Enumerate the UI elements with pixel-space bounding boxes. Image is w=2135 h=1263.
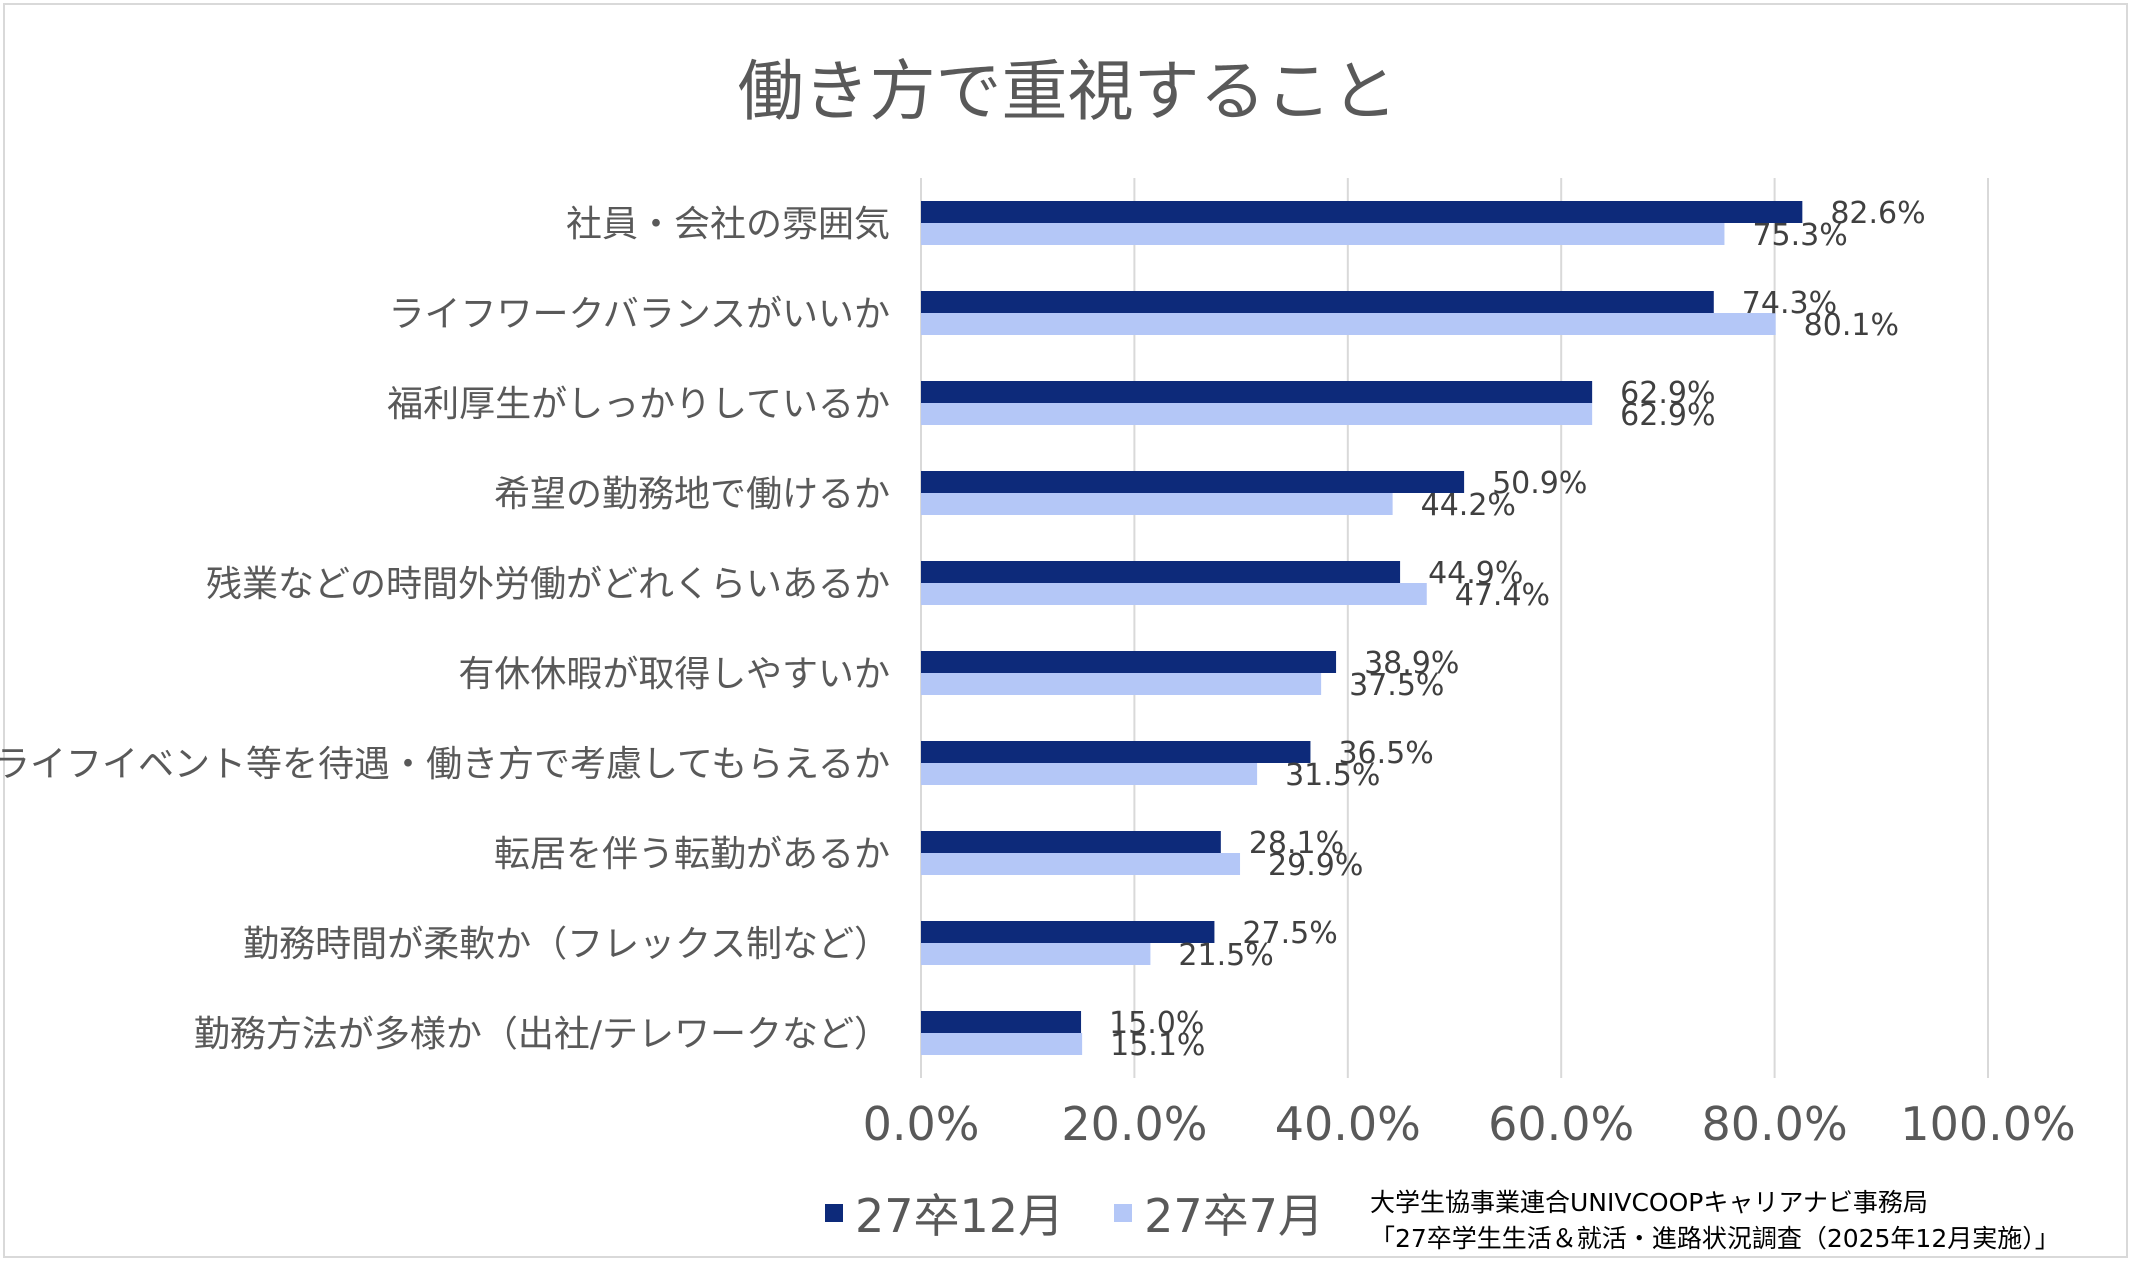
bar-series-1-cat-2 xyxy=(921,291,1714,313)
bar-series-1-cat-9 xyxy=(921,921,1215,943)
data-label-series-1-cat-6: 38.9% xyxy=(1364,646,1459,681)
bar-series-1-cat-7 xyxy=(921,741,1311,763)
legend-item-series-1: 27卒12月 xyxy=(825,1180,1064,1246)
legend-item-series-2: 27卒7月 xyxy=(1114,1180,1324,1246)
x-tick-label-100: 100.0% xyxy=(1900,1097,2075,1151)
data-label-series-1-cat-7: 36.5% xyxy=(1338,736,1433,771)
x-tick-label-0: 0.0% xyxy=(863,1097,980,1151)
bar-series-1-cat-4 xyxy=(921,471,1465,493)
bar-series-1-cat-10 xyxy=(921,1011,1082,1033)
data-label-series-1-cat-10: 15.0% xyxy=(1109,1006,1204,1041)
data-label-series-1-cat-2: 74.3% xyxy=(1742,286,1837,321)
legend-label-series-1: 27卒12月 xyxy=(855,1189,1065,1243)
x-tick-label-40: 40.0% xyxy=(1275,1097,1421,1151)
category-label-8: 転居を伴う転勤があるか xyxy=(494,834,890,875)
legend-swatch-series-2 xyxy=(1114,1204,1133,1222)
data-label-series-1-cat-8: 28.1% xyxy=(1249,826,1344,861)
category-label-1: 社員・会社の雰囲気 xyxy=(566,204,890,245)
data-label-series-1-cat-3: 62.9% xyxy=(1620,376,1715,411)
chart-title: 働き方で重視すること xyxy=(737,53,1398,130)
x-tick-label-20: 20.0% xyxy=(1061,1097,1207,1151)
source-line-1: 大学生協事業連合UNIVCOOPキャリアナビ事務局 xyxy=(1370,1188,1928,1217)
bar-series-2-cat-9 xyxy=(921,943,1151,965)
source-note: 大学生協事業連合UNIVCOOPキャリアナビ事務局 「27卒学生生活＆就活・進路… xyxy=(1370,1185,2060,1257)
data-label-series-2-cat-9: 21.5% xyxy=(1178,938,1273,973)
bar-series-2-cat-7 xyxy=(921,763,1258,785)
source-line-2: 「27卒学生生活＆就活・進路状況調査（2025年12月実施）」 xyxy=(1370,1224,2060,1253)
data-label-series-2-cat-1: 75.3% xyxy=(1752,218,1847,253)
category-label-5: 残業などの時間外労働がどれくらいあるか xyxy=(206,564,890,605)
bar-series-1-cat-5 xyxy=(921,561,1401,583)
data-label-series-2-cat-4: 44.2% xyxy=(1421,488,1516,523)
data-label-series-1-cat-5: 44.9% xyxy=(1428,556,1523,591)
data-label-series-2-cat-3: 62.9% xyxy=(1620,398,1715,433)
legend-label-series-2: 27卒7月 xyxy=(1144,1189,1324,1243)
bar-series-2-cat-3 xyxy=(921,403,1593,425)
data-label-series-2-cat-6: 37.5% xyxy=(1349,668,1444,703)
bar-series-2-cat-5 xyxy=(921,583,1427,605)
category-label-3: 福利厚生がしっかりしているか xyxy=(387,384,890,425)
data-label-series-2-cat-7: 31.5% xyxy=(1285,758,1380,793)
bar-series-2-cat-10 xyxy=(921,1033,1083,1055)
category-label-9: 勤務時間が柔軟か（フレックス制など） xyxy=(243,924,890,965)
category-label-4: 希望の勤務地で働けるか xyxy=(494,474,890,515)
bar-series-1-cat-1 xyxy=(921,201,1803,223)
x-tick-label-80: 80.0% xyxy=(1702,1097,1848,1151)
bar-series-2-cat-4 xyxy=(921,493,1393,515)
data-label-series-2-cat-8: 29.9% xyxy=(1268,848,1363,883)
legend-swatch-series-1 xyxy=(825,1204,843,1222)
data-label-series-2-cat-2: 80.1% xyxy=(1804,308,1899,343)
bar-series-1-cat-8 xyxy=(921,831,1221,853)
data-label-series-2-cat-10: 15.1% xyxy=(1110,1028,1205,1063)
bar-series-2-cat-2 xyxy=(921,313,1776,335)
bar-series-2-cat-6 xyxy=(921,673,1322,695)
data-label-series-1-cat-9: 27.5% xyxy=(1242,916,1337,951)
bar-series-2-cat-1 xyxy=(921,223,1725,245)
bar-series-2-cat-8 xyxy=(921,853,1241,875)
data-label-series-2-cat-5: 47.4% xyxy=(1455,578,1550,613)
bar-series-1-cat-6 xyxy=(921,651,1337,673)
category-label-2: ライフワークバランスがいいか xyxy=(389,294,890,335)
data-label-series-1-cat-1: 82.6% xyxy=(1830,196,1925,231)
category-label-10: 勤務方法が多様か（出社/テレワークなど） xyxy=(194,1014,890,1055)
category-label-7: ライフイベント等を待遇・働き方で考慮してもらえるか xyxy=(0,744,890,785)
x-tick-label-60: 60.0% xyxy=(1488,1097,1634,1151)
category-label-6: 有休休暇が取得しやすいか xyxy=(458,654,890,695)
bar-series-1-cat-3 xyxy=(921,381,1593,403)
legend: 27卒12月 27卒7月 xyxy=(825,1180,1374,1246)
data-label-series-1-cat-4: 50.9% xyxy=(1492,466,1587,501)
